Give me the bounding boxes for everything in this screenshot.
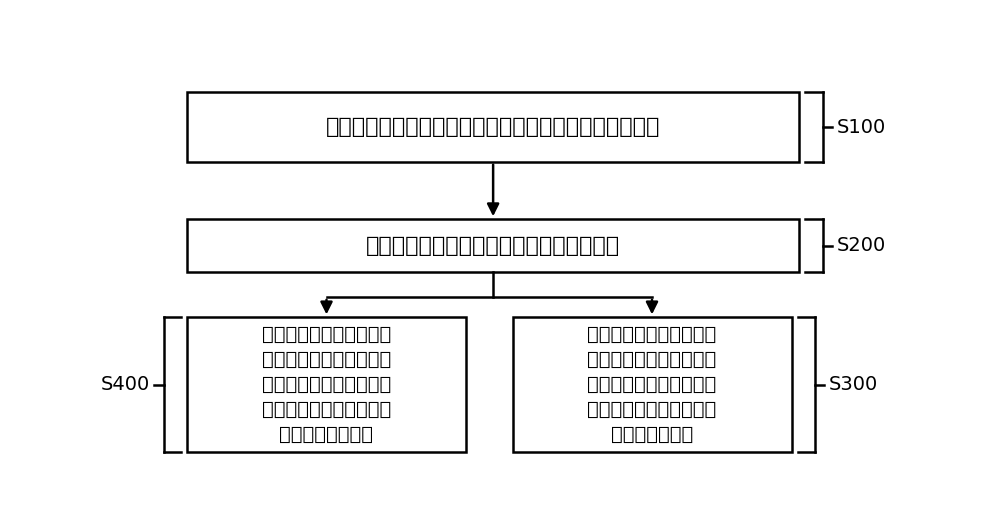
Text: S200: S200 [836,236,886,255]
Text: S300: S300 [829,375,878,394]
Text: 当燃气热水器开启运行时，获取加热水温度和恒温水温度: 当燃气热水器开启运行时，获取加热水温度和恒温水温度 [326,117,660,137]
FancyBboxPatch shape [187,317,466,452]
FancyBboxPatch shape [187,219,799,272]
FancyBboxPatch shape [512,317,792,452]
Text: 当加热水温度与恒温水温
度的差值小于或等于预设
差值阈值时，控制水路选
择器直接将换热器流出的
水输送至恒温水箱: 当加热水温度与恒温水温 度的差值小于或等于预设 差值阈值时，控制水路选 择器直接… [262,325,391,444]
Text: 根据加热水温度和恒温水温度进行比较分析: 根据加热水温度和恒温水温度进行比较分析 [366,236,620,255]
Text: S100: S100 [836,117,886,136]
FancyBboxPatch shape [187,92,799,162]
Text: 当加热水温度与恒温水温
度的差值大于预设差值阈
值时，控制水路选择器对
换热器流出的水进行降温
后流入恒温水箱: 当加热水温度与恒温水温 度的差值大于预设差值阈 值时，控制水路选择器对 换热器流… [587,325,717,444]
Text: S400: S400 [101,375,150,394]
